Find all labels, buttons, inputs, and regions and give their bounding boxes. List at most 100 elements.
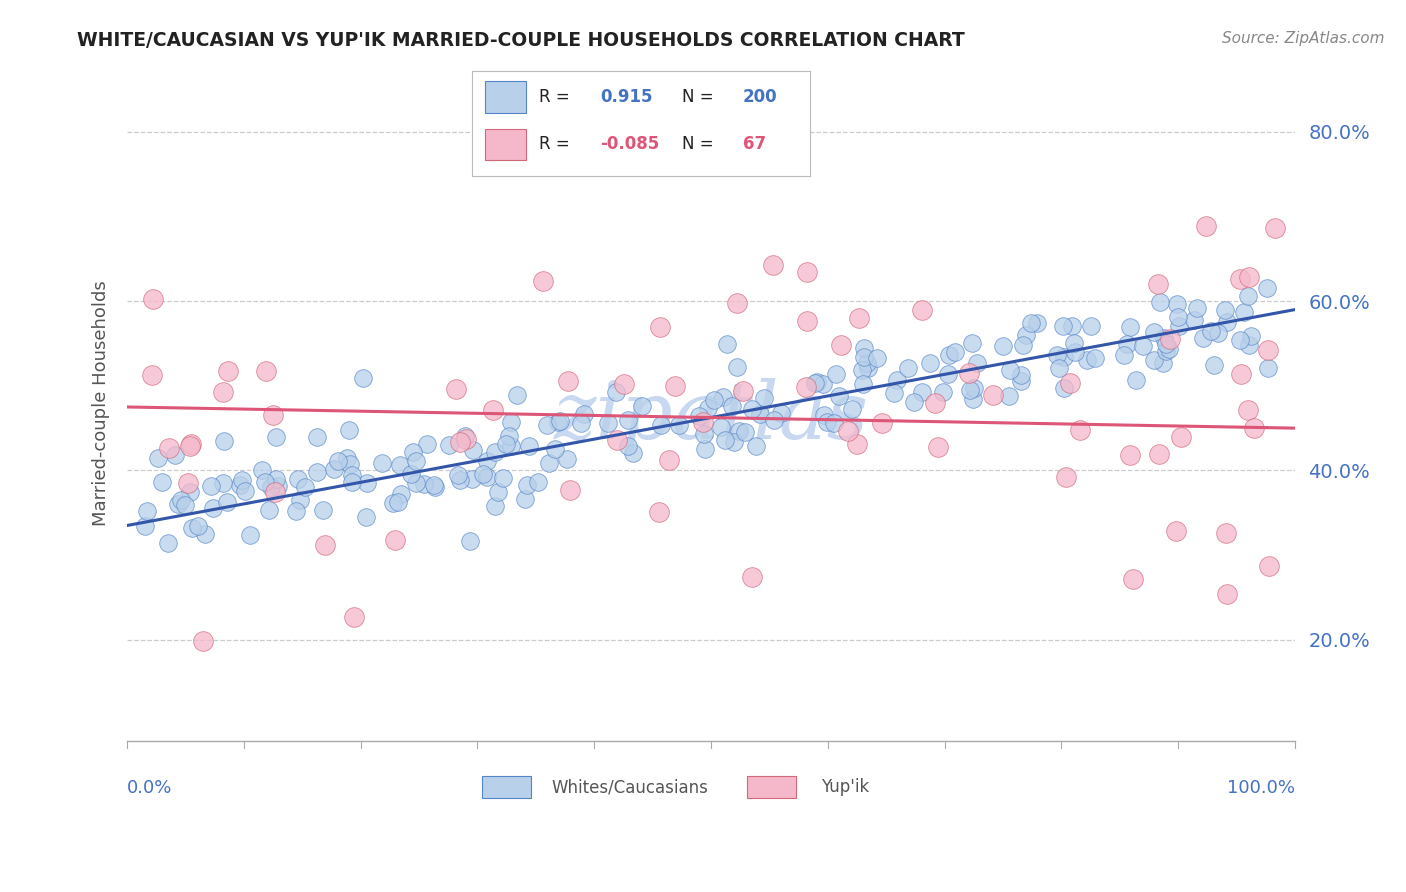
Point [142,292,165,306]
Point [897,361,920,376]
Point [1069,423,1091,437]
Text: 0.0%: 0.0% [127,779,173,797]
Point [1084,351,1107,366]
Point [461,472,484,486]
Point [714,433,737,447]
Point [231,473,253,487]
Point [170,493,193,508]
Point [1233,305,1256,319]
Point [664,379,686,393]
Point [762,258,785,272]
Point [461,443,484,458]
Point [828,389,851,403]
Point [146,451,169,466]
Point [858,360,880,375]
Point [399,467,422,481]
Point [911,303,934,318]
Point [260,480,283,494]
Y-axis label: Married-couple Households: Married-couple Households [93,280,110,525]
Point [696,401,718,415]
Point [1182,313,1205,327]
Point [1011,338,1033,352]
Point [658,453,681,467]
Point [558,483,581,497]
Point [1063,336,1085,351]
Point [254,364,277,378]
Point [307,466,329,480]
Point [544,442,567,456]
Point [993,339,1015,353]
Point [233,483,256,498]
Point [1154,336,1177,351]
Point [1053,381,1076,395]
Point [1060,319,1083,334]
Point [932,385,955,400]
Point [384,533,406,547]
Point [734,425,756,439]
Point [167,497,190,511]
Point [262,408,284,422]
Point [253,475,276,489]
Point [1256,281,1278,295]
Point [482,403,505,417]
Point [177,475,200,490]
Point [200,479,222,493]
Point [650,417,672,432]
Point [1143,353,1166,368]
Point [631,400,654,414]
Point [1168,318,1191,333]
Point [1146,277,1168,292]
Point [1237,337,1260,351]
Point [446,467,468,482]
Point [343,609,366,624]
Point [187,519,209,533]
Point [194,527,217,541]
Point [1170,430,1192,444]
Point [1047,360,1070,375]
Point [444,382,467,396]
Point [454,432,477,446]
Point [725,296,748,310]
Point [710,420,733,434]
Point [1015,328,1038,343]
Point [381,496,404,510]
Point [150,475,173,489]
Point [212,476,235,491]
Point [852,377,875,392]
Point [157,441,180,455]
Point [413,477,436,491]
Point [852,342,875,356]
Point [217,364,239,378]
Point [179,439,201,453]
Point [536,418,558,433]
Point [918,356,941,370]
Point [180,437,202,451]
Point [911,384,934,399]
Point [423,478,446,492]
Point [1206,326,1229,340]
Point [134,519,156,533]
Point [352,371,374,385]
Point [823,416,845,430]
Point [294,480,316,494]
Point [389,487,412,501]
Point [557,374,579,388]
Point [1230,368,1253,382]
Point [903,395,925,409]
Point [837,424,859,438]
Point [322,462,344,476]
Point [547,415,569,429]
Point [830,337,852,351]
Point [1052,318,1074,333]
Point [569,416,592,430]
Point [264,430,287,444]
Point [405,454,427,468]
Point [960,336,983,351]
Point [454,429,477,443]
Point [606,434,628,448]
Point [257,503,280,517]
Point [695,442,717,457]
Point [1153,331,1175,345]
Point [342,468,364,483]
Text: Source: ZipAtlas.com: Source: ZipAtlas.com [1222,31,1385,46]
